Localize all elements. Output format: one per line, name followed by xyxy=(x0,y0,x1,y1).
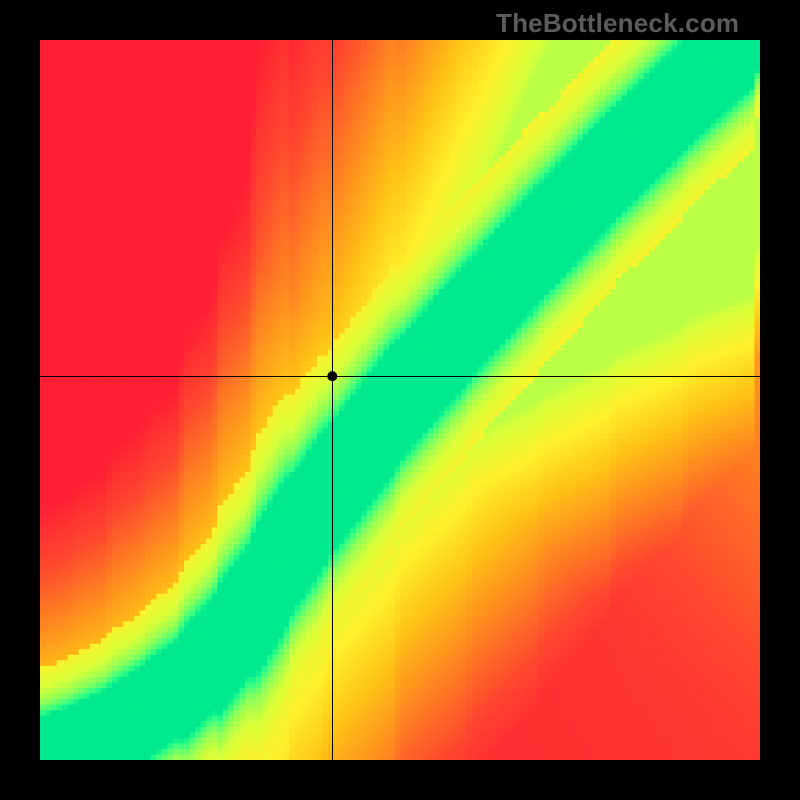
watermark-text: TheBottleneck.com xyxy=(496,8,739,39)
crosshair-overlay xyxy=(40,40,760,760)
figure-container: TheBottleneck.com xyxy=(0,0,800,800)
